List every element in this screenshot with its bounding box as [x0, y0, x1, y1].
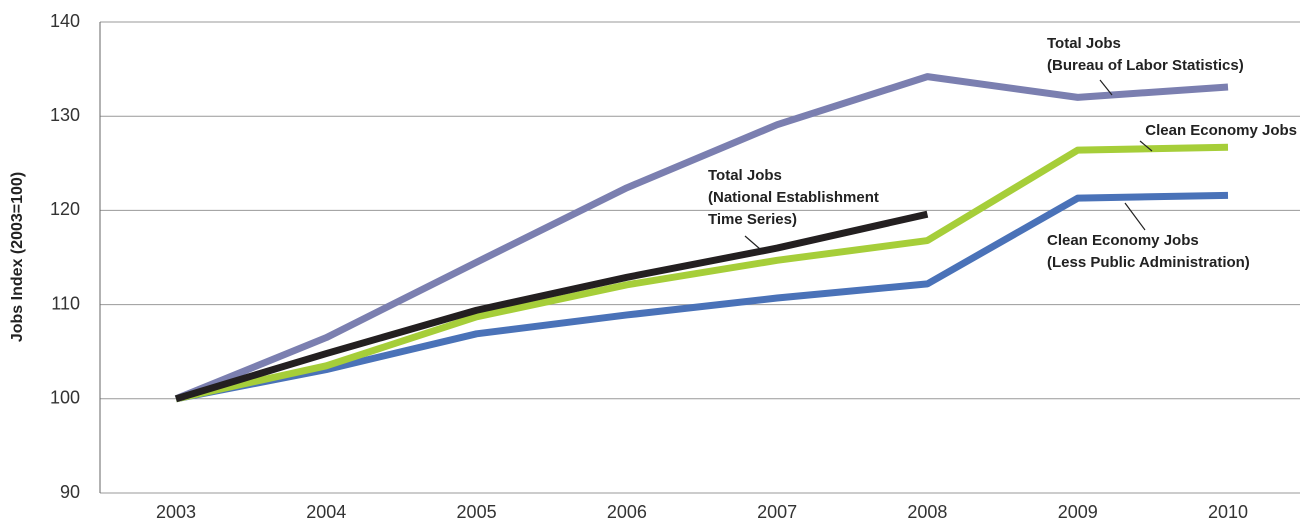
series-label: Clean Economy Jobs (Less Public Administ…	[1047, 232, 1250, 271]
series-line	[175, 143, 1229, 403]
series-line	[174, 210, 929, 403]
series-label: Clean Economy Jobs	[1145, 122, 1297, 139]
y-tick-label: 90	[60, 482, 80, 502]
y-tick-label: 130	[50, 105, 80, 125]
x-tick-label: 2010	[1208, 502, 1248, 522]
series-label: Total Jobs (National Establishment Time …	[708, 167, 879, 228]
series-line	[174, 73, 1229, 403]
leader-line	[744, 235, 761, 250]
y-tick-label: 110	[51, 293, 80, 313]
x-tick-label: 2005	[457, 502, 497, 522]
leader-line	[1099, 79, 1113, 96]
y-tick-label: 120	[50, 199, 80, 219]
x-tick-label: 2003	[156, 502, 196, 522]
y-tick-label: 100	[50, 388, 80, 408]
y-axis-label: Jobs Index (2003=100)	[9, 172, 26, 342]
x-tick-label: 2004	[306, 502, 346, 522]
x-tick-label: 2008	[907, 502, 947, 522]
x-tick-label: 2009	[1058, 502, 1098, 522]
y-tick-label: 140	[50, 11, 80, 31]
leader-line	[1139, 140, 1153, 152]
x-tick-label: 2006	[607, 502, 647, 522]
x-tick-label: 2007	[757, 502, 797, 522]
leader-line	[1124, 202, 1146, 231]
series-label: Total Jobs (Bureau of Labor Statistics)	[1047, 35, 1244, 74]
series-line	[175, 191, 1229, 403]
